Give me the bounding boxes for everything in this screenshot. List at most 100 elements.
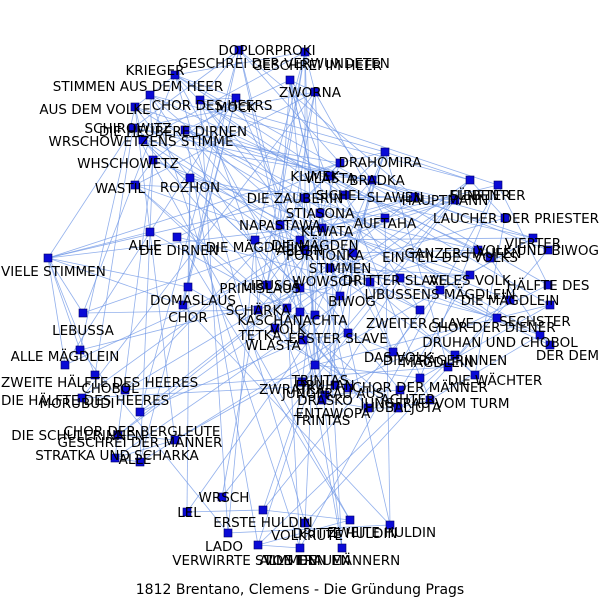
node-label: GESCHREI IM HEER xyxy=(252,58,382,74)
graph-edge xyxy=(279,224,341,297)
node-label: HUBALJUTA xyxy=(365,400,442,416)
graph-edge xyxy=(324,389,401,396)
node-label: ZWEITE HULDIN xyxy=(328,525,436,541)
graph-node xyxy=(335,158,345,168)
graph-edge xyxy=(324,179,373,396)
graph-node xyxy=(275,220,285,230)
graph-edge xyxy=(339,151,386,164)
node-label: EIN TEIL DES VOLKS xyxy=(382,250,518,266)
graph-node xyxy=(465,175,475,185)
node-label: CHOR DER DIENER xyxy=(428,320,555,336)
graph-edge xyxy=(124,366,449,391)
node-label: LIBUSSA xyxy=(243,278,301,294)
graph-edge xyxy=(329,267,471,276)
graph-edge xyxy=(174,74,237,99)
node-label: ENTAWOPA xyxy=(296,406,372,422)
node-label: CHOR xyxy=(168,310,208,326)
graph-node xyxy=(295,235,305,245)
node-label: HAUPTMANN xyxy=(402,193,489,209)
graph-edge xyxy=(174,74,331,177)
node-label: JUNGFRAU VOM TURM xyxy=(359,396,509,412)
graph-edge xyxy=(47,257,189,288)
graph-edge xyxy=(114,159,154,459)
graph-node xyxy=(348,248,358,258)
node-label: DOPLORPROKI xyxy=(218,43,315,59)
graph-edge xyxy=(399,274,471,279)
node-label: BRADKA xyxy=(349,173,405,189)
graph-node xyxy=(253,305,263,315)
node-label: WLASTA xyxy=(245,338,301,354)
node-label: FÜNFTER xyxy=(449,186,510,204)
graph-edge xyxy=(132,127,341,164)
graph-node xyxy=(380,213,390,223)
node-label: DRUHAN UND CHOBOL xyxy=(422,335,578,351)
graph-node xyxy=(330,380,340,390)
graph-node xyxy=(410,192,420,202)
graph-node xyxy=(231,93,241,103)
node-label: MORUBUDI xyxy=(39,396,114,412)
graph-edge xyxy=(199,97,237,101)
node-label: ZWRATKA xyxy=(259,382,325,398)
graph-edge xyxy=(429,334,541,401)
node-label: WHSCHOWETZ xyxy=(77,156,179,172)
graph-edge xyxy=(238,49,416,198)
graph-edge xyxy=(274,327,349,389)
graph-node xyxy=(253,540,263,550)
graph-edge xyxy=(134,184,304,341)
node-label: DAS VOLK xyxy=(364,350,433,366)
graph-node xyxy=(415,305,425,315)
node-label: SIEBENTER xyxy=(450,188,525,204)
graph-node xyxy=(185,173,195,183)
graph-node xyxy=(388,347,398,357)
node-label: WASTIL xyxy=(95,181,146,197)
graph-edge xyxy=(299,237,534,241)
graph-edge xyxy=(262,151,386,511)
graph-edge xyxy=(304,196,416,199)
graph-node xyxy=(367,175,377,185)
graph-node xyxy=(298,335,308,345)
graph-edge xyxy=(132,91,316,129)
graph-edge xyxy=(184,129,541,336)
node-layer xyxy=(43,45,555,553)
graph-node xyxy=(183,282,193,292)
graph-node xyxy=(345,515,355,525)
node-label: DER DEM xyxy=(536,348,599,364)
graph-node xyxy=(535,330,545,340)
node-label: VIERTER xyxy=(505,236,561,252)
graph-edge xyxy=(149,159,154,233)
node-label: ROZHON xyxy=(160,180,220,196)
graph-edge xyxy=(266,91,316,286)
graph-edge xyxy=(149,231,288,309)
graph-edge xyxy=(447,249,549,368)
node-label: HÄLFTE DES xyxy=(507,276,590,294)
graph-edge xyxy=(419,184,499,379)
graph-edge xyxy=(257,544,301,549)
graph-node xyxy=(450,195,460,205)
graph-node xyxy=(310,360,320,370)
graph-node xyxy=(270,323,280,333)
node-label: WOWSCH xyxy=(292,274,357,290)
node-label: VERWIRRTE STIMMEN xyxy=(172,553,318,569)
graph-node xyxy=(130,102,140,112)
node-label: ZWEITE HÄLFTE DES HEERES xyxy=(1,373,198,391)
graph-node xyxy=(337,543,347,553)
node-label: ACHTER xyxy=(381,392,436,408)
node-label: ERSTER SLAVE xyxy=(288,331,387,347)
graph-edge xyxy=(176,236,351,521)
graph-edge xyxy=(304,199,456,251)
graph-node xyxy=(130,180,140,190)
node-label: KLWATA xyxy=(301,224,354,240)
graph-edge xyxy=(114,439,176,459)
graph-edge xyxy=(174,74,349,389)
node-label: KRIEGER xyxy=(125,63,184,79)
graph-node xyxy=(435,285,445,295)
graph-edge xyxy=(257,179,373,311)
node-label: ALLES VOLK xyxy=(429,273,512,289)
graph-edge xyxy=(117,179,471,436)
graph-node xyxy=(450,350,460,360)
graph-node xyxy=(172,232,182,242)
graph-node xyxy=(415,373,425,383)
graph-node xyxy=(110,453,120,463)
graph-edge xyxy=(82,309,259,314)
